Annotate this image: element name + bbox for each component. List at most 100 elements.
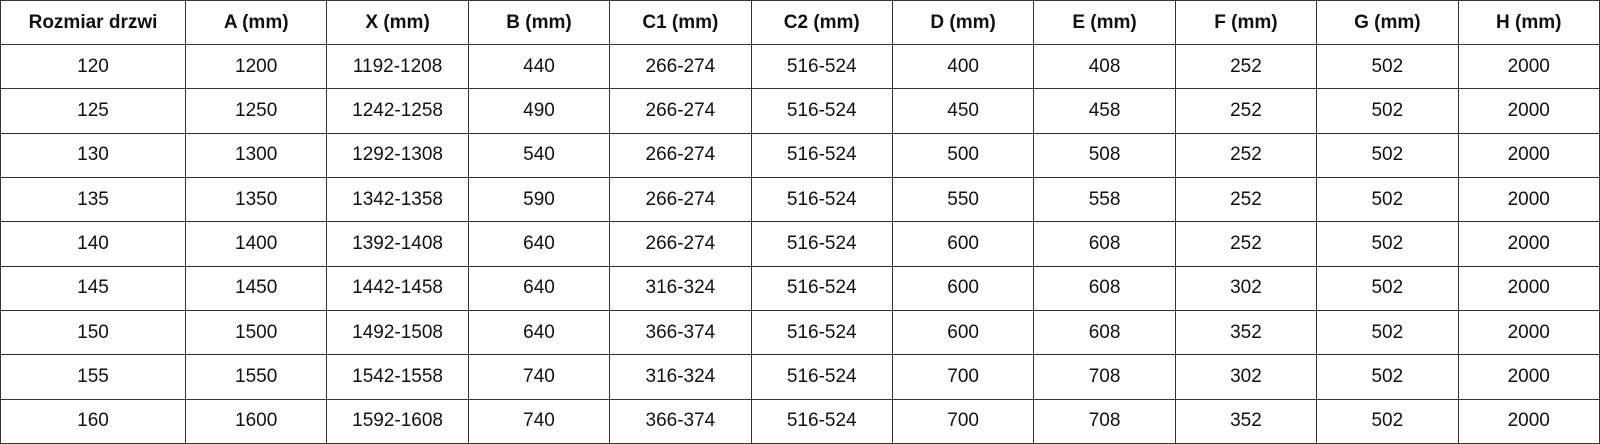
- table-cell: 502: [1316, 221, 1459, 267]
- table-cell: 316-324: [609, 354, 752, 400]
- table-cell: 1342-1358: [326, 176, 469, 223]
- table-cell: 2000: [1457, 354, 1600, 400]
- table-cell: 502: [1316, 88, 1459, 134]
- table-cell: 500: [891, 132, 1035, 178]
- table-cell: 1550: [184, 354, 328, 400]
- table-cell: 1250: [184, 88, 328, 134]
- header-cell: C1 (mm): [609, 0, 752, 45]
- table-cell: 608: [1033, 221, 1176, 267]
- table-cell: 160: [0, 398, 186, 444]
- header-cell: B (mm): [467, 0, 611, 45]
- table-cell: 1392-1408: [326, 221, 469, 267]
- table-cell: 252: [1174, 43, 1318, 90]
- table-cell: 266-274: [609, 88, 752, 134]
- table-cell: 1400: [184, 221, 328, 267]
- table-cell: 600: [891, 309, 1035, 356]
- table-cell: 516-524: [750, 265, 893, 311]
- table-cell: 1442-1458: [326, 265, 469, 311]
- table-cell: 2000: [1457, 221, 1600, 267]
- header-cell: G (mm): [1316, 0, 1459, 45]
- table-cell: 1300: [184, 132, 328, 178]
- table-cell: 708: [1033, 398, 1176, 444]
- table-row: 145 1450 1442-1458 640 316-324 516-524 600 608 3…: [0, 265, 1600, 311]
- table-cell: 302: [1174, 354, 1318, 400]
- header-cell: F (mm): [1174, 0, 1318, 45]
- table-cell: 135: [0, 176, 186, 223]
- table-cell: 440: [467, 43, 611, 90]
- table-cell: 450: [891, 88, 1035, 134]
- table-cell: 516-524: [750, 398, 893, 444]
- table-cell: 600: [891, 265, 1035, 311]
- table-cell: 2000: [1457, 132, 1600, 178]
- header-cell: H (mm): [1457, 0, 1600, 45]
- header-cell: C2 (mm): [750, 0, 893, 45]
- table-cell: 352: [1174, 309, 1318, 356]
- table-cell: 740: [467, 398, 611, 444]
- table-cell: 1242-1258: [326, 88, 469, 134]
- table-cell: 708: [1033, 354, 1176, 400]
- table-cell: 458: [1033, 88, 1176, 134]
- table-cell: 590: [467, 176, 611, 223]
- table-cell: 516-524: [750, 354, 893, 400]
- table-cell: 120: [0, 43, 186, 90]
- header-cell: A (mm): [184, 0, 328, 45]
- table-cell: 1592-1608: [326, 398, 469, 444]
- table-cell: 302: [1174, 265, 1318, 311]
- table-cell: 508: [1033, 132, 1176, 178]
- table-cell: 502: [1316, 354, 1459, 400]
- header-cell: E (mm): [1033, 0, 1176, 45]
- table-cell: 516-524: [750, 176, 893, 223]
- table-cell: 516-524: [750, 221, 893, 267]
- table-cell: 2000: [1457, 176, 1600, 223]
- table-row: 155 1550 1542-1558 740 316-324 516-524 700 708 3…: [0, 354, 1600, 400]
- table-row: 160 1600 1592-1608 740 366-374 516-524 700 708 3…: [0, 398, 1600, 444]
- table-cell: 366-374: [609, 398, 752, 444]
- table-cell: 516-524: [750, 43, 893, 90]
- table-cell: 1192-1208: [326, 43, 469, 90]
- table-cell: 266-274: [609, 176, 752, 223]
- table-cell: 266-274: [609, 132, 752, 178]
- table-cell: 140: [0, 221, 186, 267]
- table-cell: 502: [1316, 309, 1459, 356]
- table-cell: 640: [467, 221, 611, 267]
- table-cell: 640: [467, 309, 611, 356]
- table-cell: 2000: [1457, 309, 1600, 356]
- table-cell: 316-324: [609, 265, 752, 311]
- table-row: 150 1500 1492-1508 640 366-374 516-524 600 608 3…: [0, 309, 1600, 356]
- table-cell: 1500: [184, 309, 328, 356]
- table-row: 140 1400 1392-1408 640 266-274 516-524 600 608 2…: [0, 221, 1600, 267]
- table-cell: 125: [0, 88, 186, 134]
- table-body: 120 1200 1192-1208 440 266-274 516-524 400 408 2…: [0, 43, 1600, 444]
- table-cell: 1600: [184, 398, 328, 444]
- table-cell: 1200: [184, 43, 328, 90]
- table-cell: 252: [1174, 176, 1318, 223]
- table-cell: 1542-1558: [326, 354, 469, 400]
- table-cell: 600: [891, 221, 1035, 267]
- table-cell: 740: [467, 354, 611, 400]
- table-cell: 550: [891, 176, 1035, 223]
- header-cell: X (mm): [326, 0, 469, 45]
- table-cell: 540: [467, 132, 611, 178]
- table-cell: 502: [1316, 176, 1459, 223]
- table-cell: 252: [1174, 132, 1318, 178]
- header-row: Rozmiar drzwi A (mm) X (mm) B (mm) C1 (mm) C2…: [0, 0, 1600, 45]
- table-cell: 1350: [184, 176, 328, 223]
- table-cell: 516-524: [750, 88, 893, 134]
- table-cell: 408: [1033, 43, 1176, 90]
- table-row: 130 1300 1292-1308 540 266-274 516-524 500 508 2…: [0, 132, 1600, 178]
- table-row: 135 1350 1342-1358 590 266-274 516-524 550 558 2…: [0, 176, 1600, 223]
- table-cell: 366-374: [609, 309, 752, 356]
- table-cell: 155: [0, 354, 186, 400]
- table-cell: 502: [1316, 398, 1459, 444]
- table-cell: 252: [1174, 88, 1318, 134]
- table-row: 125 1250 1242-1258 490 266-274 516-524 450 458 2…: [0, 88, 1600, 134]
- table-cell: 1450: [184, 265, 328, 311]
- header-cell: Rozmiar drzwi: [0, 0, 186, 45]
- table-cell: 1492-1508: [326, 309, 469, 356]
- table-cell: 352: [1174, 398, 1318, 444]
- table-cell: 400: [891, 43, 1035, 90]
- table-cell: 2000: [1457, 43, 1600, 90]
- table-cell: 1292-1308: [326, 132, 469, 178]
- table-cell: 150: [0, 309, 186, 356]
